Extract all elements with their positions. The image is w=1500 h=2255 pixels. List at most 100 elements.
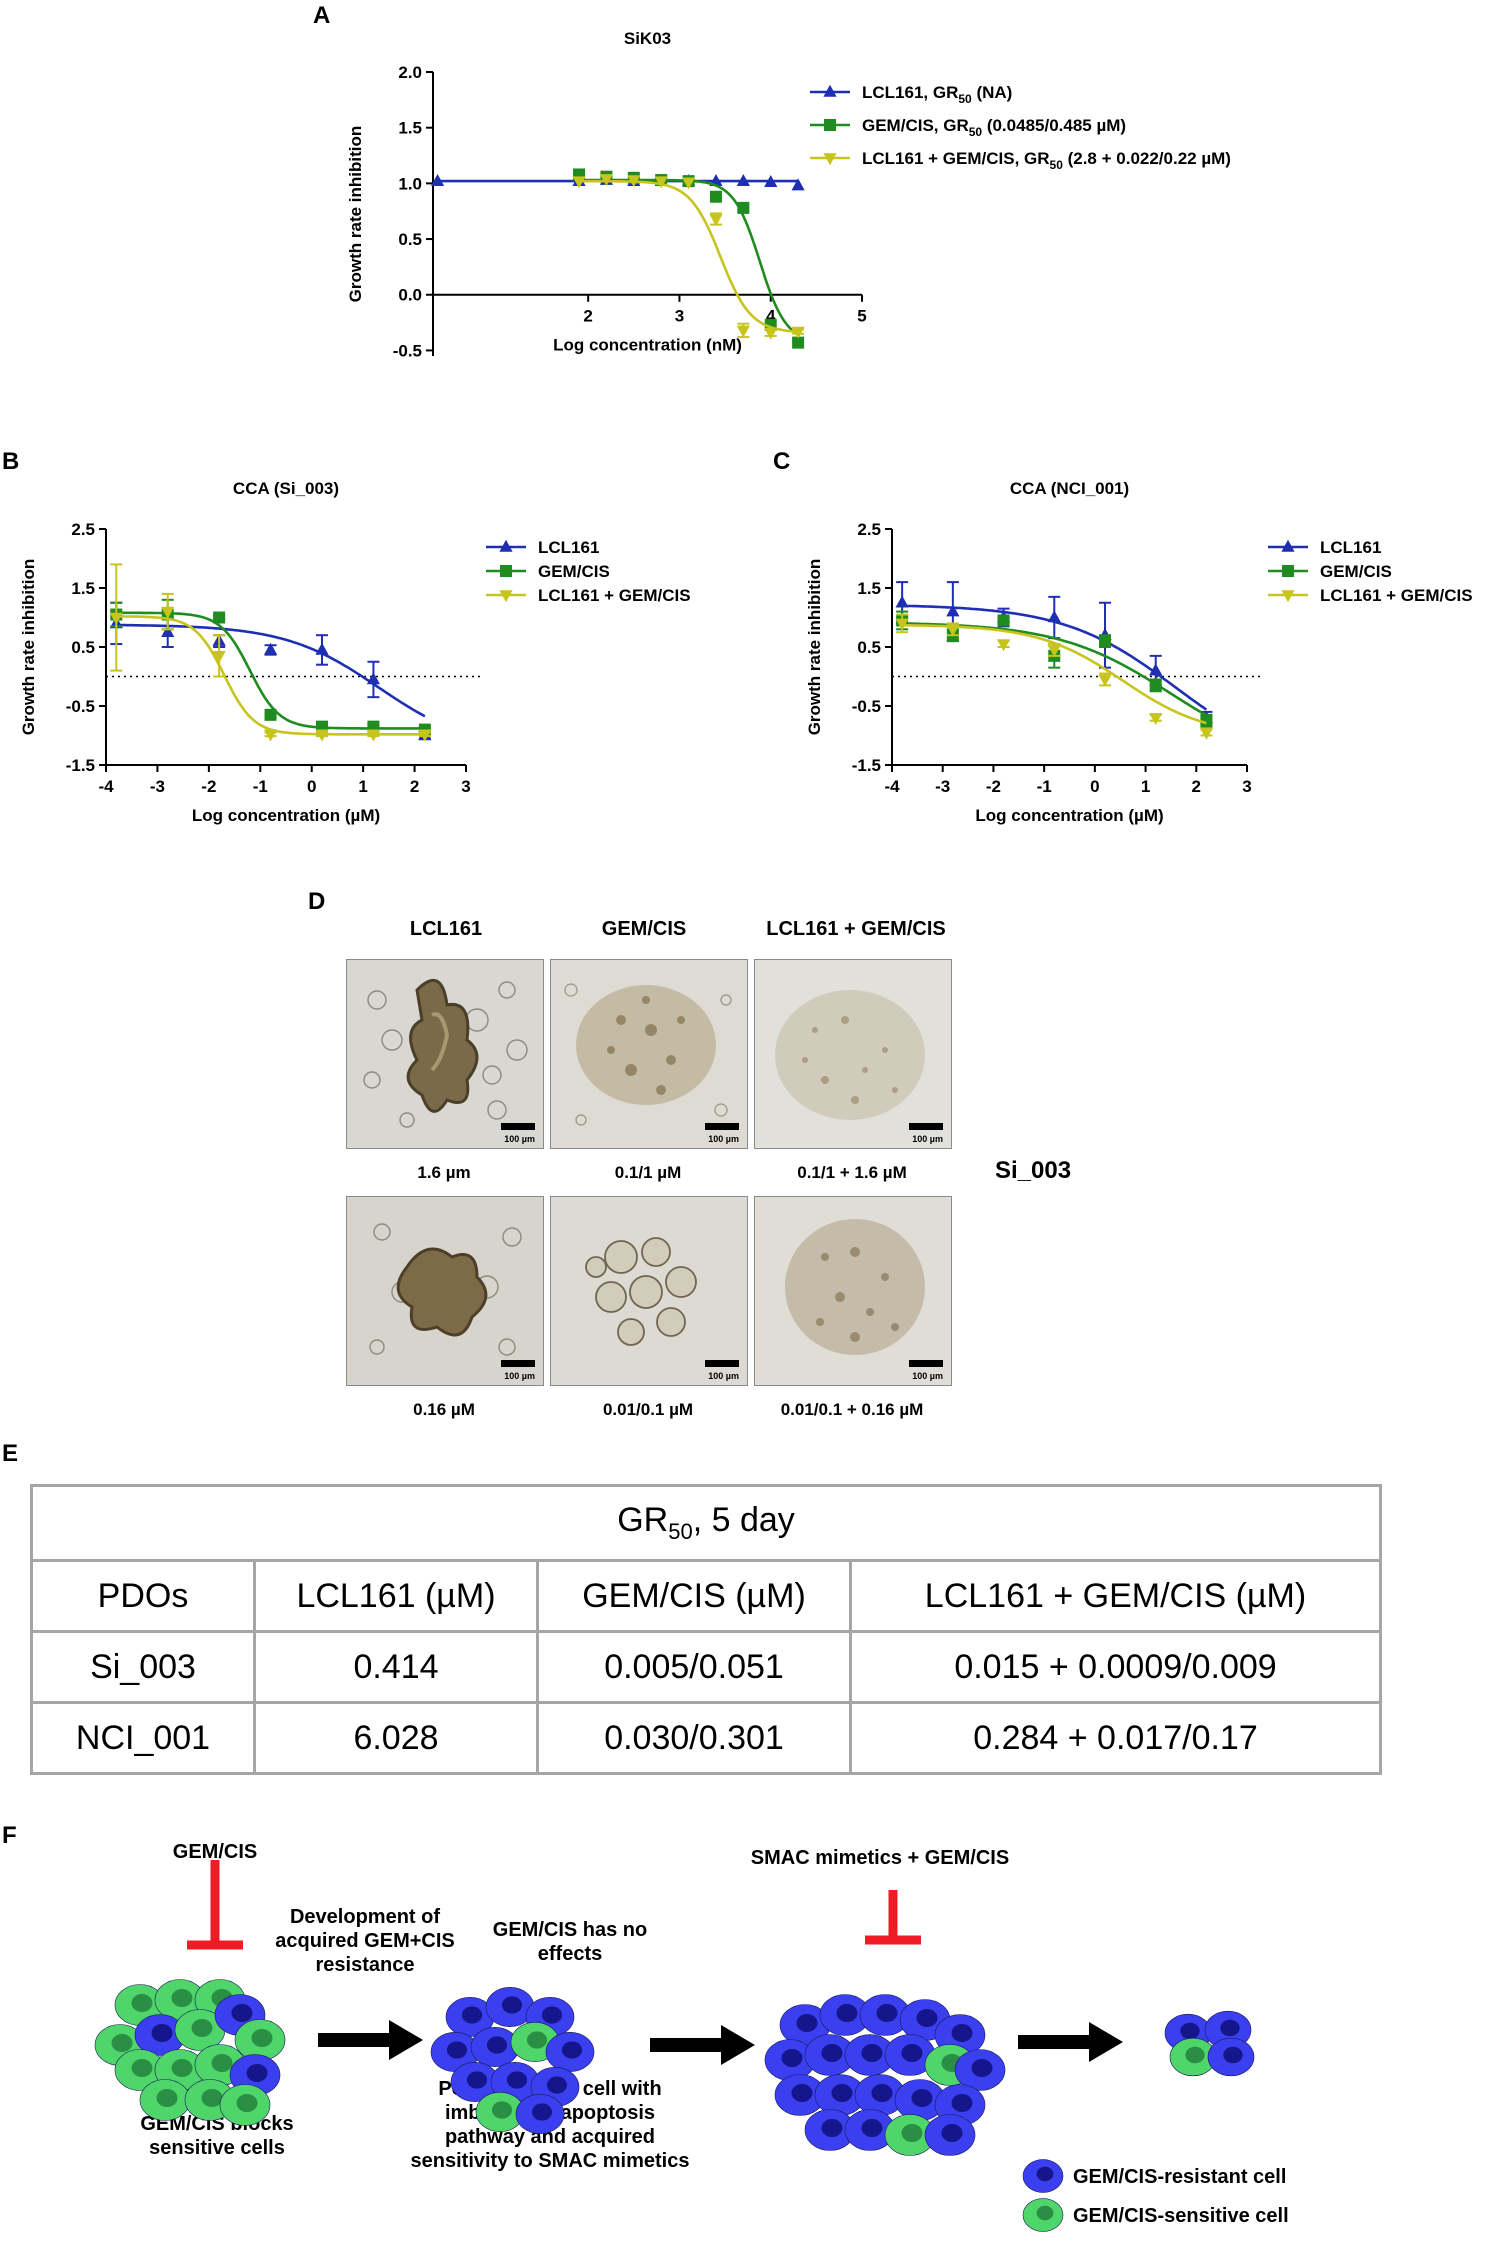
legend-sub: 50 (958, 92, 972, 106)
scale-bar (501, 1360, 535, 1367)
table-header-row: PDOs LCL161 (µM) GEM/CIS (µM) LCL161 + G… (30, 1559, 1382, 1633)
x-axis-label: Log concentration (nM) (553, 336, 742, 355)
x-axis-label: Log concentration (µM) (975, 806, 1163, 825)
scale-bar (909, 1360, 943, 1367)
x-tick-label: 0 (1090, 777, 1099, 796)
scale-bar (501, 1123, 535, 1130)
micrograph-caption: 0.16 µM (413, 1400, 475, 1419)
cell-nucleus (156, 2089, 178, 2107)
micrograph-lcl161-row1: 100 µm (346, 959, 544, 1149)
row-label-si003: Si_003 (995, 1157, 1072, 1184)
gr50-table: GR50, 5 day PDOs LCL161 (µM) GEM/CIS (µM… (30, 1484, 1382, 1775)
x-tick-label: 2 (410, 777, 419, 796)
scale-bar-label: 100 µm (708, 1134, 739, 1144)
data-point (213, 611, 226, 624)
x-tick-label: -4 (98, 777, 114, 796)
data-point (1281, 539, 1295, 552)
cell-nucleus (1036, 2166, 1054, 2182)
no-effects-label: GEM/CIS has no effects (492, 1919, 648, 1965)
x-axis-label: Log concentration (µM) (192, 806, 380, 825)
micrograph-caption: 0.01/0.1 + 0.16 µM (780, 1400, 924, 1419)
arrow-1 (318, 2020, 423, 2060)
data-point (1281, 590, 1295, 603)
cell-nucleus (951, 2094, 973, 2112)
data-point (792, 336, 805, 349)
legend-label: LCL161 + GEM/CIS (1320, 586, 1473, 605)
panel-label-f: F (2, 1822, 17, 1849)
legend-label: GEM/CIS (1320, 562, 1392, 581)
table-cell: 0.005/0.051 (536, 1630, 852, 1704)
y-tick-label: -1.5 (66, 756, 95, 775)
legend-sensitive-label: GEM/CIS-sensitive cell (1073, 2205, 1289, 2227)
column-header: LCL161 (µM) (253, 1559, 539, 1633)
cell-nucleus (901, 2124, 923, 2142)
cell-nucleus (491, 2101, 513, 2119)
y-tick-label: 1.0 (398, 174, 422, 193)
panel-label-c: C (773, 448, 791, 475)
cell-nucleus (246, 2064, 268, 2082)
legend-sub: 50 (1050, 158, 1064, 172)
table-cell: NCI_001 (30, 1701, 256, 1775)
organoid-small-image (347, 1197, 543, 1385)
cell-nucleus (971, 2059, 993, 2077)
smac-label: SMAC mimetics + GEM/CIS (750, 1847, 1010, 1869)
legend-label: GEM/CIS (538, 562, 610, 581)
x-tick-label: -2 (201, 777, 216, 796)
data-point (791, 326, 805, 339)
x-tick-label: 3 (675, 307, 684, 326)
y-axis-label: Growth rate inhibition (805, 559, 824, 736)
x-tick-label: 4 (766, 307, 776, 326)
cell-nucleus (941, 2124, 963, 2142)
scale-bar-label: 100 µm (912, 1371, 943, 1381)
micrograph-header-combo: LCL161 + GEM/CIS (766, 918, 946, 940)
x-tick-label: 1 (1141, 777, 1150, 796)
chart-title: CCA (Si_003) (233, 479, 339, 498)
data-point (1149, 663, 1163, 676)
legend-label: LCL161 (1320, 538, 1381, 557)
scale-bar-label: 100 µm (504, 1371, 535, 1381)
cell-nucleus (791, 2084, 813, 2102)
resistant-cluster-2 (764, 1994, 1006, 2156)
fit-curve (579, 179, 799, 333)
scale-bar-label: 100 µm (504, 1134, 535, 1144)
y-tick-label: -0.5 (66, 697, 95, 716)
y-tick-label: -0.5 (393, 341, 422, 360)
y-tick-label: 1.5 (857, 579, 881, 598)
cell-nucleus (501, 1996, 523, 2014)
legend-sub: 50 (969, 125, 983, 139)
cell-nucleus (861, 2119, 883, 2137)
cell-nucleus (901, 2044, 923, 2062)
y-tick-label: 2.5 (71, 520, 95, 539)
legend-label: LCL161 + GEM/CIS (538, 586, 691, 605)
y-tick-label: 1.5 (398, 119, 422, 138)
y-tick-label: 2.0 (398, 63, 422, 82)
y-tick-label: -0.5 (852, 697, 881, 716)
cell-nucleus (526, 2031, 548, 2049)
y-tick-label: 0.5 (857, 638, 881, 657)
data-point (499, 590, 513, 603)
data-point (500, 565, 512, 577)
data-point (1282, 565, 1294, 577)
x-tick-label: 5 (857, 307, 866, 326)
data-point (736, 173, 750, 186)
data-point (315, 729, 329, 742)
chart-c: CCA (NCI_001) -1.5 -0.5 0.5 1.5 2.5 -4 -3 -2 -1 0 1… (805, 479, 1473, 825)
cell-nucleus (171, 2059, 193, 2077)
arrow-3 (1018, 2022, 1123, 2062)
table-cell: 6.028 (253, 1701, 539, 1775)
data-point (1047, 610, 1061, 623)
data-point (736, 325, 750, 338)
organoid-cluster-image (551, 1197, 747, 1385)
cell-nucleus (1223, 2046, 1243, 2064)
legend-rest: (0.0485/0.485 µM) (982, 116, 1126, 135)
cell-nucleus (821, 2119, 843, 2137)
x-tick-label: 1 (358, 777, 367, 796)
y-tick-label: 2.5 (857, 520, 881, 539)
column-header: GEM/CIS (µM) (536, 1559, 852, 1633)
y-tick-label: 0.5 (398, 230, 422, 249)
micrograph-caption: 0.1/1 µM (614, 1163, 682, 1182)
x-tick-label: 0 (307, 777, 316, 796)
cell-nucleus (821, 2044, 843, 2062)
cell-nucleus (951, 2024, 973, 2042)
column-header: LCL161 + GEM/CIS (µM) (849, 1559, 1382, 1633)
